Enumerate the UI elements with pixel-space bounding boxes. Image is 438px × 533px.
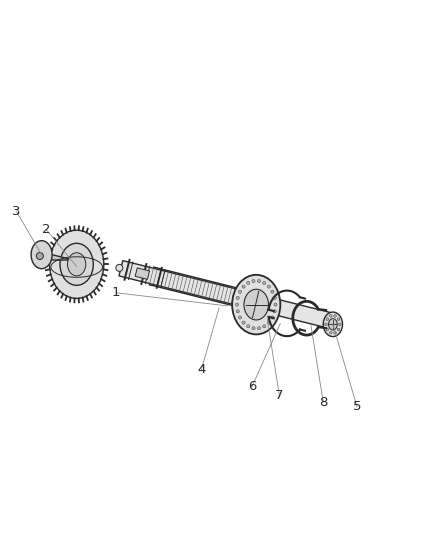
Circle shape [36,253,43,260]
Ellipse shape [244,289,268,320]
Circle shape [235,303,239,306]
Circle shape [236,310,239,313]
Circle shape [334,332,336,334]
Ellipse shape [232,275,280,334]
Circle shape [242,321,245,324]
Text: 7: 7 [275,389,284,402]
Circle shape [326,318,328,320]
Circle shape [339,323,341,326]
Circle shape [329,332,332,334]
Circle shape [271,290,274,293]
Ellipse shape [49,230,104,298]
Ellipse shape [328,319,337,330]
Circle shape [116,264,123,271]
Circle shape [267,285,270,288]
Circle shape [252,327,255,330]
Circle shape [325,323,327,326]
Text: 5: 5 [353,400,361,413]
Circle shape [267,321,270,324]
Circle shape [252,279,255,282]
Text: 1: 1 [112,286,120,300]
Polygon shape [135,268,149,279]
Ellipse shape [31,241,52,269]
Circle shape [329,314,332,317]
Text: 8: 8 [319,396,328,409]
Circle shape [236,296,239,300]
Circle shape [263,325,266,328]
Circle shape [263,281,266,285]
Circle shape [273,310,276,313]
Circle shape [337,328,340,331]
Text: 3: 3 [12,205,21,218]
Circle shape [238,316,242,319]
Polygon shape [31,255,74,260]
Ellipse shape [60,243,93,285]
Circle shape [274,303,277,306]
Circle shape [242,285,245,288]
Ellipse shape [323,312,343,336]
Circle shape [258,327,261,330]
Circle shape [326,328,328,331]
Circle shape [273,296,276,300]
Polygon shape [119,261,337,329]
Ellipse shape [67,253,86,276]
Text: 2: 2 [42,223,50,236]
Circle shape [337,318,340,320]
Circle shape [238,290,242,293]
Circle shape [247,325,250,328]
Circle shape [271,316,274,319]
Circle shape [247,281,250,285]
Text: 6: 6 [247,381,256,393]
Circle shape [258,279,261,282]
Circle shape [334,314,336,317]
Text: 4: 4 [197,363,206,376]
